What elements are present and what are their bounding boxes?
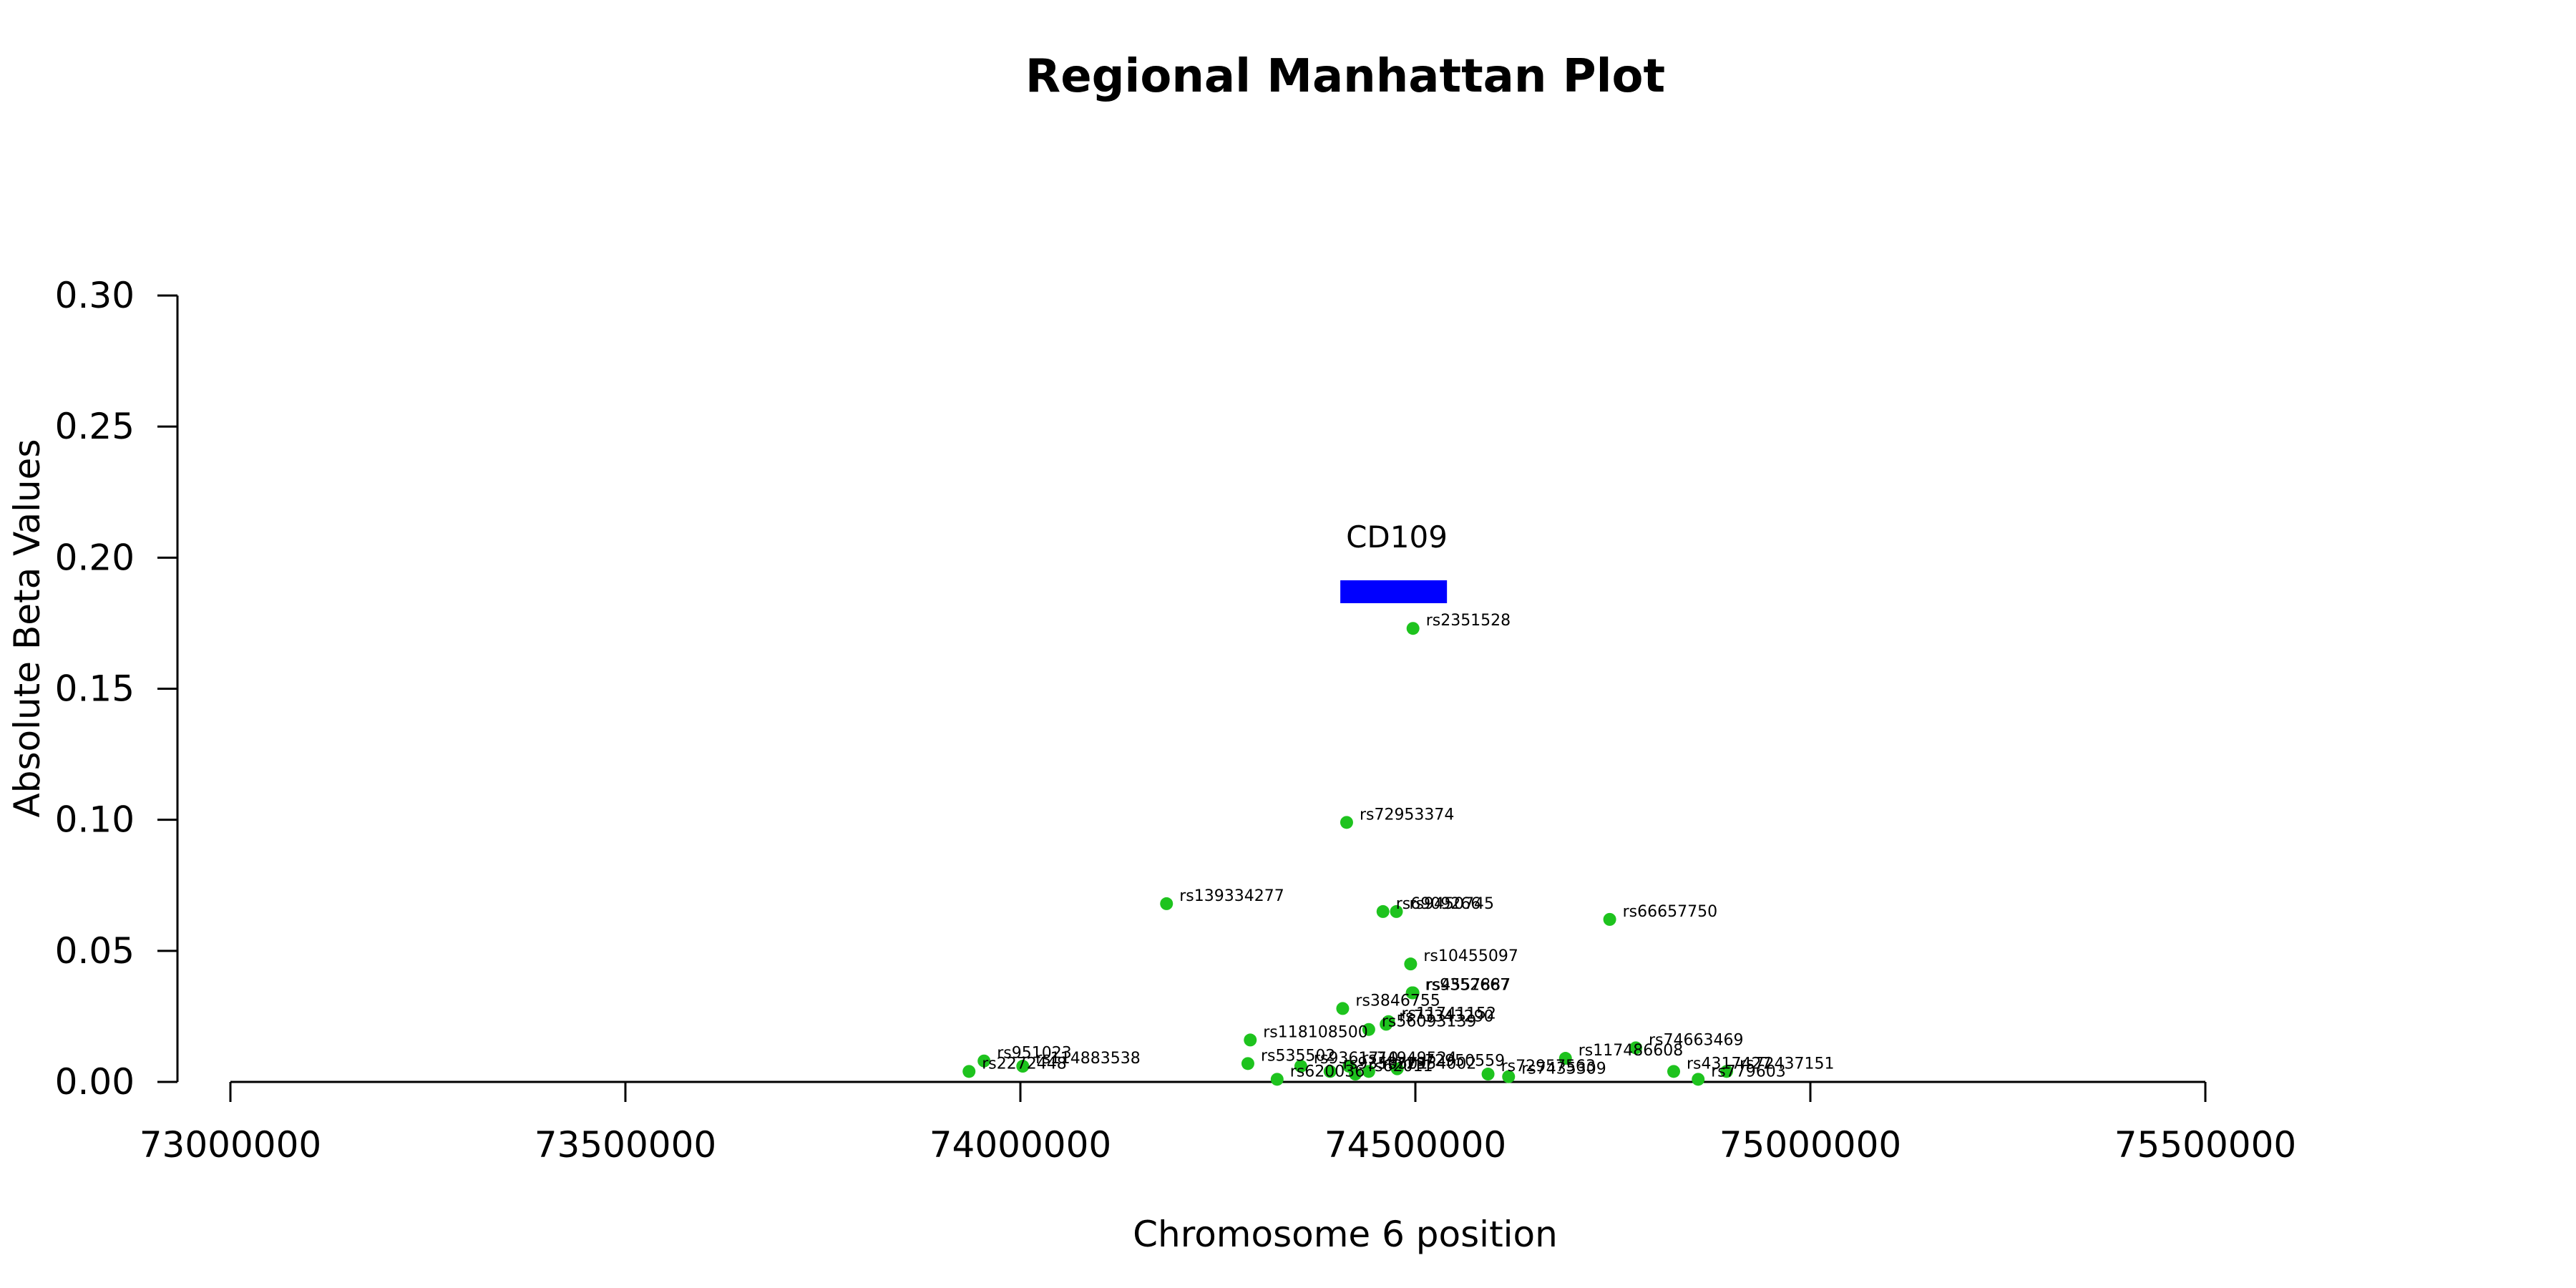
point-label: rs951023 bbox=[997, 1045, 1072, 1063]
y-tick-label: 0.00 bbox=[55, 1061, 135, 1103]
y-tick-label: 0.25 bbox=[55, 406, 135, 447]
data-point bbox=[1404, 957, 1418, 971]
x-axis: 73000000 73500000 74000000 74500000 75000000… bbox=[140, 1080, 2297, 1166]
point-label: rs56093139 bbox=[1382, 1013, 1476, 1031]
data-point bbox=[1481, 1068, 1495, 1081]
data-point bbox=[1294, 1060, 1307, 1073]
point-label: rs66657750 bbox=[1623, 903, 1717, 921]
x-tick-label: 74000000 bbox=[930, 1124, 1112, 1166]
data-point bbox=[1719, 1065, 1733, 1078]
point-label: rs114883538 bbox=[1035, 1050, 1140, 1068]
data-point bbox=[1362, 1065, 1375, 1078]
data-point bbox=[1336, 1002, 1350, 1015]
data-point bbox=[1667, 1065, 1681, 1078]
point-label: rs72950559 bbox=[1410, 1053, 1505, 1070]
gene-bar bbox=[1340, 580, 1448, 603]
point-label: rs73343290 bbox=[1399, 1008, 1493, 1025]
data-point bbox=[1016, 1060, 1030, 1073]
x-axis-label: Chromosome 6 position bbox=[1133, 1214, 1558, 1255]
data-point bbox=[1244, 1033, 1257, 1047]
point-label: rs9361710 bbox=[1314, 1050, 1399, 1068]
data-point bbox=[1376, 904, 1390, 918]
point-label: rs2351528 bbox=[1426, 612, 1511, 630]
data-point bbox=[1692, 1073, 1705, 1086]
data-point bbox=[1160, 897, 1174, 910]
data-point bbox=[1340, 816, 1353, 829]
point-label: rs9350501 bbox=[1343, 1055, 1428, 1073]
point-label: rs620036 bbox=[1290, 1063, 1365, 1080]
point-label: rs9352667 bbox=[1425, 976, 1511, 994]
point-label: rs72957563 bbox=[1501, 1058, 1596, 1075]
y-tick-label: 0.20 bbox=[55, 537, 135, 578]
point-label: rs4317427 bbox=[1687, 1055, 1772, 1073]
point-label: rs9450745 bbox=[1410, 895, 1494, 913]
data-point bbox=[1502, 1070, 1516, 1083]
point-label: rs74949524 bbox=[1362, 1050, 1456, 1068]
point-label: rs117486608 bbox=[1579, 1042, 1683, 1060]
x-tick-label: 73500000 bbox=[535, 1124, 717, 1166]
data-point bbox=[962, 1065, 976, 1078]
x-tick-label: 73000000 bbox=[140, 1124, 322, 1166]
data-point bbox=[1362, 1023, 1375, 1036]
y-tick-label: 0.15 bbox=[55, 668, 135, 710]
x-tick-label: 75000000 bbox=[1719, 1124, 1902, 1166]
data-point bbox=[1390, 1062, 1404, 1075]
point-label: rs118108500 bbox=[1263, 1023, 1367, 1041]
point-label: rs6909266 bbox=[1396, 895, 1480, 913]
y-axis: 0.00 0.05 0.10 0.15 0.20 0.25 0.30 bbox=[55, 275, 179, 1103]
data-points bbox=[962, 622, 1733, 1086]
y-tick-label: 0.30 bbox=[55, 275, 135, 316]
y-tick-label: 0.05 bbox=[55, 930, 135, 972]
data-point bbox=[1603, 912, 1616, 926]
data-point bbox=[1270, 1073, 1284, 1086]
data-point bbox=[1349, 1068, 1362, 1081]
point-label: rs535502 bbox=[1261, 1047, 1336, 1065]
point-label: rs7435309 bbox=[1521, 1060, 1606, 1078]
chart-title: Regional Manhattan Plot bbox=[1025, 50, 1665, 103]
point-label: rs10455097 bbox=[1423, 947, 1518, 965]
point-label: rs779603 bbox=[1711, 1063, 1786, 1080]
data-point bbox=[1380, 1018, 1393, 1031]
y-axis-label: Absolute Beta Values bbox=[6, 439, 48, 818]
point-label: rs139334277 bbox=[1179, 887, 1284, 905]
data-point bbox=[1241, 1057, 1254, 1070]
point-label: rs62011 bbox=[1368, 1058, 1433, 1075]
point-label: rs72954002 bbox=[1382, 1055, 1476, 1073]
data-point bbox=[977, 1054, 991, 1068]
point-label: rs74663469 bbox=[1649, 1031, 1743, 1049]
data-point bbox=[1406, 986, 1420, 1000]
y-tick-label: 0.10 bbox=[55, 799, 135, 841]
data-point bbox=[1406, 622, 1420, 635]
gene-label: CD109 bbox=[1346, 519, 1448, 555]
x-tick-label: 74500000 bbox=[1324, 1124, 1507, 1166]
point-label: rs4557887 bbox=[1426, 976, 1511, 994]
data-point bbox=[1629, 1041, 1643, 1055]
data-point bbox=[1323, 1065, 1337, 1078]
gene-track: CD109 bbox=[1340, 519, 1448, 603]
point-label: rs11741152 bbox=[1401, 1005, 1496, 1023]
point-label: rs72437151 bbox=[1740, 1055, 1834, 1073]
point-label: rs2272448 bbox=[982, 1055, 1067, 1073]
point-label: rs3846755 bbox=[1355, 992, 1440, 1010]
data-point bbox=[1558, 1052, 1572, 1065]
point-label: rs72953374 bbox=[1360, 806, 1454, 824]
x-tick-label: 75500000 bbox=[2114, 1124, 2297, 1166]
data-point bbox=[1390, 904, 1403, 918]
